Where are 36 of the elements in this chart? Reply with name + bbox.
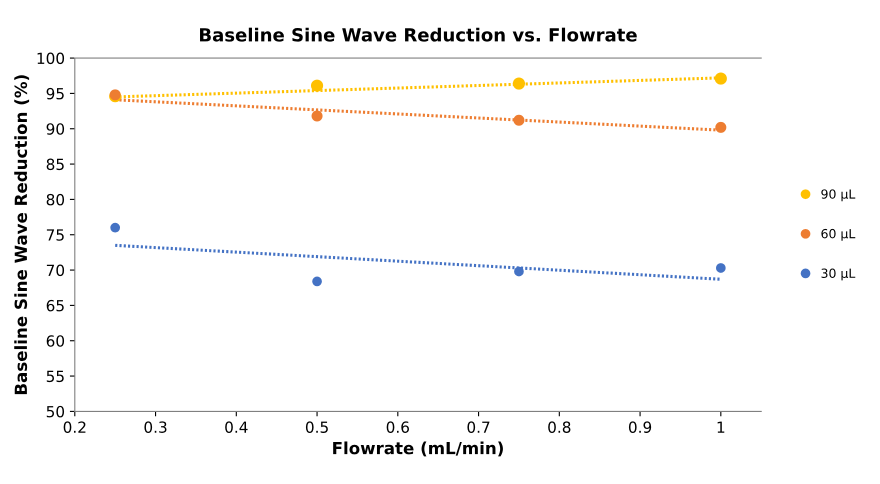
point: [512, 77, 526, 90]
x-tick-label: 0.3: [144, 421, 166, 433]
legend-label: 30 µL: [821, 268, 856, 280]
y-tick-label: 50: [46, 406, 64, 418]
point: [110, 222, 120, 233]
point: [514, 266, 524, 276]
x-tick-label: 0.2: [64, 421, 86, 433]
y-tick-label: 100: [38, 52, 64, 64]
y-tick-label: 85: [46, 158, 64, 170]
point: [312, 110, 323, 122]
x-tick-label: 0.4: [225, 421, 248, 433]
y-tick-label: 55: [46, 370, 64, 382]
point: [513, 114, 524, 126]
point: [714, 72, 727, 85]
x-tick-label: 0.5: [306, 421, 328, 433]
x-axis-title: Flowrate (mL/min): [333, 441, 503, 456]
x-tick-label: 0.9: [628, 421, 652, 433]
x-tick-label: 0.7: [467, 421, 490, 433]
point: [310, 80, 324, 92]
chart-title: Baseline Sine Wave Reduction vs. Flowrate: [200, 28, 637, 42]
y-tick-label: 60: [46, 335, 64, 347]
x-tick-label: 0.8: [548, 421, 570, 433]
x-tick-label: 0.6: [386, 421, 409, 433]
x-tick-label: 1: [718, 422, 724, 433]
point: [312, 276, 322, 286]
y-tick-label: 70: [46, 264, 64, 276]
point: [716, 263, 726, 273]
y-tick-label: 80: [46, 194, 64, 206]
point: [715, 122, 726, 133]
y-axis-title: Baseline Sine Wave Reduction (%): [14, 75, 30, 394]
legend-label: 90 µL: [821, 189, 856, 202]
y-tick-label: 95: [46, 88, 64, 100]
legend-label: 60 µL: [821, 228, 856, 241]
y-tick-label: 65: [46, 300, 64, 312]
y-tick-label: 75: [46, 229, 64, 241]
y-tick-label: 90: [46, 123, 64, 135]
